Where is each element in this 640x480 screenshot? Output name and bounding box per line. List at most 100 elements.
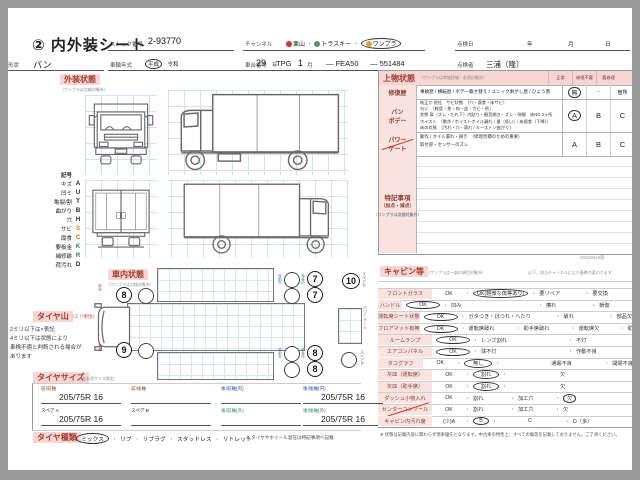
opt[interactable]: OK (445, 371, 453, 378)
shape-value[interactable]: バン (33, 60, 52, 70)
tread-rl-blank1[interactable] (284, 346, 300, 362)
opt[interactable]: 助手席破れ (523, 326, 550, 333)
opt[interactable]: 欠 (563, 407, 569, 414)
tire-size-c8-value[interactable]: 205/75R 16 (303, 414, 383, 426)
channel-kuriyama[interactable]: 栗山 (286, 41, 305, 48)
month-value[interactable]: 1 (298, 58, 304, 68)
opt[interactable]: 通電不良 (551, 360, 572, 367)
opt-selected[interactable]: 割れ (473, 382, 500, 392)
tread-rear-right-inner[interactable]: 7 (307, 271, 323, 287)
tire-size-c3-value[interactable] (221, 392, 301, 404)
opt[interactable]: 破れ (563, 314, 574, 321)
inspect-date-label: 点検日 (457, 42, 474, 48)
era-reiwa[interactable]: 令和 (167, 62, 179, 68)
opt-selected[interactable]: 無し (464, 358, 493, 368)
opt[interactable]: 助手席欠 (627, 326, 640, 333)
tire-size-c1-value[interactable]: 205/75R 16 (41, 392, 121, 404)
opt[interactable]: ガタつき・ほつれ・へたり (468, 314, 531, 321)
opt[interactable]: OK (445, 406, 453, 413)
tread-rl-blank2[interactable] (284, 362, 300, 378)
repair-history-mid[interactable]: - (587, 85, 611, 99)
tread-front-left[interactable]: 9 (116, 342, 132, 358)
tread-spare-b[interactable] (341, 352, 357, 368)
opt[interactable]: 割れ (473, 395, 484, 402)
tread-front-right-2[interactable] (138, 288, 154, 304)
van-body-grade-a-selected[interactable]: A (567, 110, 581, 121)
opt-selected[interactable]: B (473, 417, 490, 426)
opt[interactable]: 欠 (560, 384, 566, 391)
opt-selected[interactable]: OK (423, 312, 458, 321)
gate-grade-a[interactable]: A (563, 132, 587, 156)
tire-type-retread[interactable]: リトレット (222, 437, 252, 443)
gate-grade-b[interactable]: B (587, 132, 611, 156)
opt[interactable]: OK (445, 290, 453, 297)
opt-selected[interactable]: 欠 (563, 393, 577, 403)
tread-front-right[interactable]: 8 (116, 287, 132, 303)
tire-type-studless[interactable]: スタッドレス (176, 437, 212, 443)
opt[interactable]: 損傷 (599, 302, 610, 309)
opt[interactable]: 作動不良 (576, 349, 597, 356)
opt[interactable]: 開閉不良 (612, 360, 633, 367)
opt[interactable]: 加工穴 (518, 395, 534, 402)
era-heisei-selected[interactable]: 平成 (145, 59, 163, 69)
power-gate-details: 動作 / オイル漏れ・損き （修理見積のための重要） 取付部・センサーのズレ (417, 132, 563, 156)
opt[interactable]: 加工穴 (518, 407, 534, 414)
chassis-code[interactable]: TPG (276, 59, 292, 68)
opt[interactable]: 擦れ (545, 302, 557, 309)
special-notes-area[interactable] (417, 156, 634, 253)
stock-number-value[interactable]: 2-93770 (148, 36, 182, 46)
opt[interactable]: 凹み (450, 302, 462, 309)
inspector-name[interactable]: 三浦（隆） (486, 60, 524, 69)
opt[interactable]: OK (436, 360, 444, 367)
opt[interactable]: (少)A (442, 418, 456, 425)
opt[interactable]: 部品欠 (616, 314, 633, 321)
tire-size-c6-value[interactable] (131, 414, 211, 426)
van-body-grade-c[interactable]: C (619, 111, 626, 120)
chassis-model[interactable]: — FEA50 (326, 59, 359, 68)
opt-selected[interactable]: OK (436, 347, 470, 356)
tire-type-riblug[interactable]: リブラグ (142, 437, 166, 443)
tire-size-c7-value[interactable] (221, 414, 301, 426)
tire-size-c5-value[interactable]: 205/75R 16 (41, 414, 121, 426)
opt[interactable]: OK (445, 383, 453, 390)
repair-history-count[interactable]: 箇所 (617, 89, 628, 96)
opt-selected[interactable]: OK (405, 301, 440, 310)
opt[interactable]: 要リペア (539, 291, 561, 298)
year-value[interactable]: 29 (256, 58, 267, 68)
tread-rf-outer[interactable] (284, 288, 300, 304)
channel-truckey[interactable]: トラスキー (314, 41, 351, 48)
opt[interactable]: OK (445, 395, 453, 402)
opt[interactable]: 運転席欠 (578, 326, 600, 333)
opt[interactable]: レンズ割れ (481, 337, 507, 344)
opt-selected[interactable]: OK(軽微な傷等あり) (473, 289, 529, 299)
tire-size-c2-value[interactable] (131, 392, 211, 404)
gate-grade-c[interactable]: C (619, 139, 626, 149)
repair-history-none-selected[interactable]: 無 (568, 86, 581, 98)
opt-selected[interactable]: OK (423, 324, 458, 333)
tread-spare-a[interactable]: 10 (342, 273, 360, 289)
opt-selected[interactable]: 割れ (473, 370, 500, 380)
opt[interactable]: 要交換 (592, 291, 608, 298)
opt[interactable]: 欠 (560, 372, 566, 379)
tire-size-c4-value[interactable]: 205/75R 16 (303, 392, 383, 404)
opt-selected[interactable]: OK (436, 336, 470, 345)
tire-type-mix-selected[interactable]: ミックス (76, 433, 110, 444)
opt[interactable]: D（多） (573, 418, 593, 425)
opt[interactable]: 球不灯 (481, 349, 497, 356)
opt[interactable]: 運転席破れ (468, 326, 495, 333)
tread-rear-left-outer[interactable]: 8 (307, 361, 323, 377)
tread-rear-right-outer[interactable]: 7 (307, 287, 323, 303)
opt[interactable]: 割れ (473, 407, 484, 414)
tread-rear-left-inner[interactable]: 8 (307, 345, 323, 361)
tread-rf-inner[interactable] (284, 272, 300, 288)
tread-front-left-2[interactable] (138, 343, 154, 359)
opt[interactable]: C (528, 418, 532, 425)
channel-onepla-selected[interactable]: ワンプラ (360, 38, 402, 49)
chassis-serial[interactable]: — 551484 (370, 59, 405, 68)
row-windshield: フロントガラス (378, 288, 432, 299)
row-center-console: センターコンソール (378, 404, 432, 415)
opt[interactable]: 不灯 (576, 337, 587, 344)
van-body-grade-b[interactable]: B (587, 99, 611, 132)
van-body-label: バン ボデー (379, 99, 417, 132)
tire-type-rib[interactable]: リブ (120, 437, 132, 443)
